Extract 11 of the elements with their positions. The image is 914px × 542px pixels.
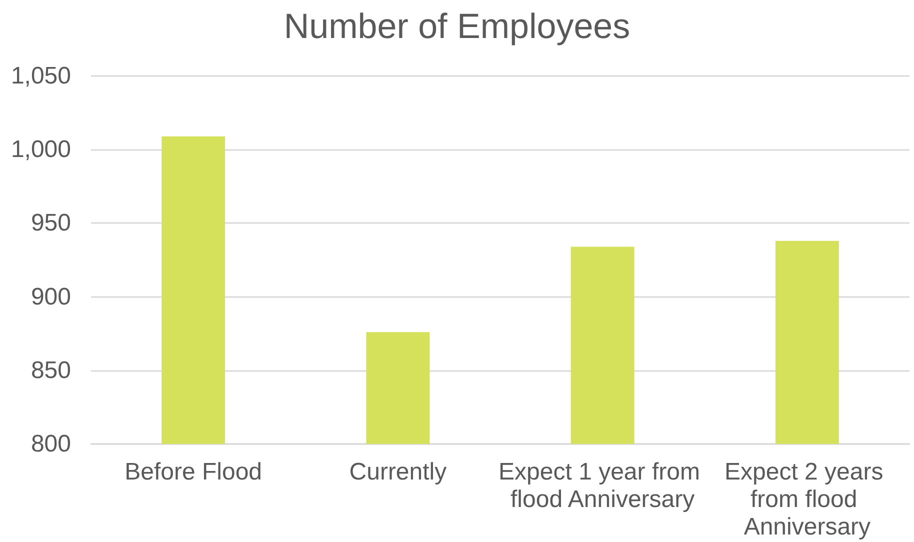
y-tick-label: 1,050 xyxy=(10,62,71,90)
y-tick-label: 800 xyxy=(30,430,71,458)
y-tick-label: 950 xyxy=(30,210,71,237)
chart-title: Number of Employees xyxy=(284,7,630,46)
x-tick-label: Expect 2 years from flood Anniversary xyxy=(724,458,890,540)
y-tick-label: 850 xyxy=(30,356,71,384)
x-tick-label: Currently xyxy=(349,458,447,486)
x-tick-label: Before Flood xyxy=(124,458,262,486)
y-tick-label: 1,000 xyxy=(10,136,71,164)
x-tick-label: Expect 1 year from flood Anniversary xyxy=(498,458,707,513)
y-tick-label: 900 xyxy=(30,283,71,310)
